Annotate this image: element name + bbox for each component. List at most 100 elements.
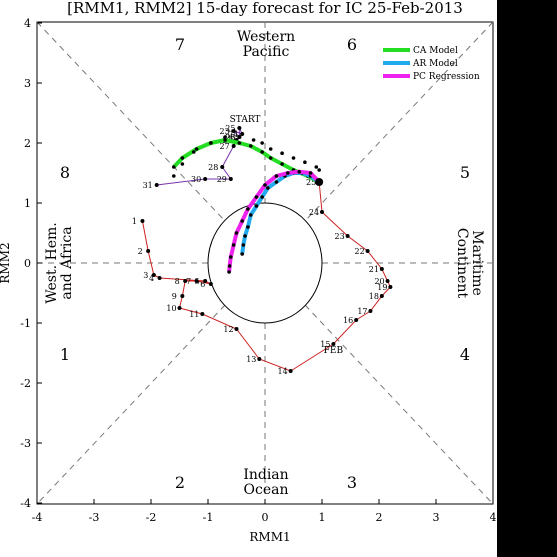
x-tick-label: -1 <box>203 511 214 524</box>
forecast-ca-model-spread-point <box>191 150 196 154</box>
observed-jan-day-label: 23 <box>220 127 230 136</box>
forecast-ca-model-spread-point <box>280 151 284 155</box>
x-tick-label: -2 <box>146 511 157 524</box>
observed-feb-point <box>388 285 393 289</box>
observed-feb-point <box>208 282 213 286</box>
forecast-ar-model-point <box>266 186 270 190</box>
observed-feb-day-label: 18 <box>369 292 379 301</box>
x-tick-label: 4 <box>490 511 497 524</box>
observed-feb-point <box>180 294 185 298</box>
phase-label-1: 1 <box>60 345 70 364</box>
forecast-pc-regression-point <box>308 171 313 175</box>
observed-jan-point <box>237 126 242 130</box>
observed-feb-day-label: 11 <box>189 310 199 319</box>
feb-annotation: FEB <box>324 346 344 356</box>
observed-feb-day-label: 3 <box>143 271 148 280</box>
plot-canvas: [RMM1, RMM2] 15-day forecast for IC 25-F… <box>0 0 497 557</box>
region-maritime-continent-line2: Continent <box>454 228 470 299</box>
forecast-ar-model-point <box>240 252 244 256</box>
observed-jan-point <box>240 132 245 136</box>
x-tick-labels: -4 -3 -2 -1 0 1 2 3 4 <box>32 499 497 524</box>
observed-feb-day-label: 2 <box>138 247 143 256</box>
observed-feb-point <box>183 279 188 283</box>
forecast-pc-regression-point <box>297 170 302 174</box>
observed-feb-day-label: 14 <box>278 367 288 376</box>
forecast-ar-model-point <box>260 195 264 199</box>
observed-feb-point <box>368 309 373 313</box>
observed-feb-point <box>140 219 145 223</box>
observed-feb-point <box>320 210 324 214</box>
divider-diagonal-tl <box>36 21 226 222</box>
forecast-ca-model-point <box>237 141 242 145</box>
forecast-ca-model-spread-point <box>223 135 227 139</box>
phase-label-6: 6 <box>347 35 357 54</box>
observed-feb-point <box>157 276 162 280</box>
y-axis-label: RMM2 <box>0 242 12 283</box>
forecast-ca-model-spread-point <box>237 135 242 139</box>
forecast-ca-model-spread-point <box>251 138 256 142</box>
region-maritime-continent-line1: Maritime <box>469 230 485 296</box>
x-tick-label: 0 <box>262 511 269 524</box>
observed-feb-day-label: 16 <box>343 316 353 325</box>
observed-jan-day-label: 28 <box>208 163 218 172</box>
observed-feb-point <box>177 306 182 310</box>
observed-feb-point <box>331 342 336 346</box>
y-tick-label: -2 <box>20 377 31 390</box>
initial-condition-marker <box>315 178 324 186</box>
forecast-ar-model-point <box>246 225 250 229</box>
observed-jan-day-label: 26 <box>225 133 235 142</box>
forecast-ca-model-point <box>260 150 264 154</box>
observed-feb-point <box>203 279 208 283</box>
legend-label-ar-model: AR Model <box>412 59 458 69</box>
region-west-hem-africa-line1: West. Hem. <box>44 222 60 303</box>
x-axis-label: RMM1 <box>249 530 290 544</box>
forecast-ca-model-point <box>180 156 185 160</box>
y-tick-label: 0 <box>24 257 31 270</box>
forecast-ca-model-spread-point <box>209 141 213 145</box>
observed-jan-day-label: 31 <box>143 181 153 190</box>
observed-feb-day-label: 10 <box>166 304 176 313</box>
phase-label-2: 2 <box>175 473 185 492</box>
forecast-ca-model-spread-point <box>314 165 319 169</box>
region-west-hem-africa-line2: and Africa <box>59 226 75 299</box>
observed-feb-day-label: 8 <box>175 277 180 286</box>
region-indian-ocean-line1: Indian <box>243 467 288 483</box>
observed-feb-day-label: 12 <box>223 325 233 334</box>
divider-diagonal-tr <box>304 21 494 222</box>
observed-feb-day-label: 19 <box>377 283 387 292</box>
observed-feb-point <box>146 249 151 253</box>
forecast-pc-regression-point <box>229 255 233 259</box>
observed-jan-point <box>220 165 225 169</box>
region-western-pacific-line1: Western <box>237 29 295 45</box>
observed-feb-day-label: 24 <box>309 208 319 217</box>
observed-jan-day-label: 30 <box>191 175 201 184</box>
observed-february-track: 1234567891011121314151617181920212223242… <box>132 178 393 376</box>
forecast-pc-regression-point <box>274 174 279 178</box>
observed-feb-point <box>257 357 262 361</box>
observed-feb-day-label: 6 <box>200 280 205 289</box>
forecast-pc-regression-point <box>263 183 267 187</box>
observed-feb-day-label: 4 <box>149 274 154 283</box>
x-tick-label: 1 <box>319 511 326 524</box>
forecast-pc-regression-line <box>227 169 321 273</box>
y-tick-label: -3 <box>20 437 31 450</box>
observed-feb-point <box>379 267 384 271</box>
phase-label-7: 7 <box>175 35 185 54</box>
observed-jan-point <box>154 183 159 187</box>
region-indian-ocean-line2: Ocean <box>244 482 289 498</box>
y-tick-label: -1 <box>20 317 31 330</box>
forecast-pc-regression-point <box>234 231 239 235</box>
x-tick-label: 3 <box>433 511 440 524</box>
observed-jan-day-label: 29 <box>217 175 227 184</box>
start-annotation: START <box>230 115 261 125</box>
phase-label-8: 8 <box>60 163 70 182</box>
forecast-ca-model-point <box>172 165 176 169</box>
observed-feb-day-label: 25 <box>306 178 316 187</box>
y-tick-label: 3 <box>24 77 31 90</box>
observed-jan-day-label: 27 <box>220 142 230 151</box>
legend-label-pc-regression: PC Regression <box>413 72 480 82</box>
observed-feb-point <box>345 234 350 238</box>
observed-feb-point <box>354 318 359 322</box>
x-tick-label: 2 <box>376 511 383 524</box>
divider-diagonal-br <box>304 304 494 505</box>
